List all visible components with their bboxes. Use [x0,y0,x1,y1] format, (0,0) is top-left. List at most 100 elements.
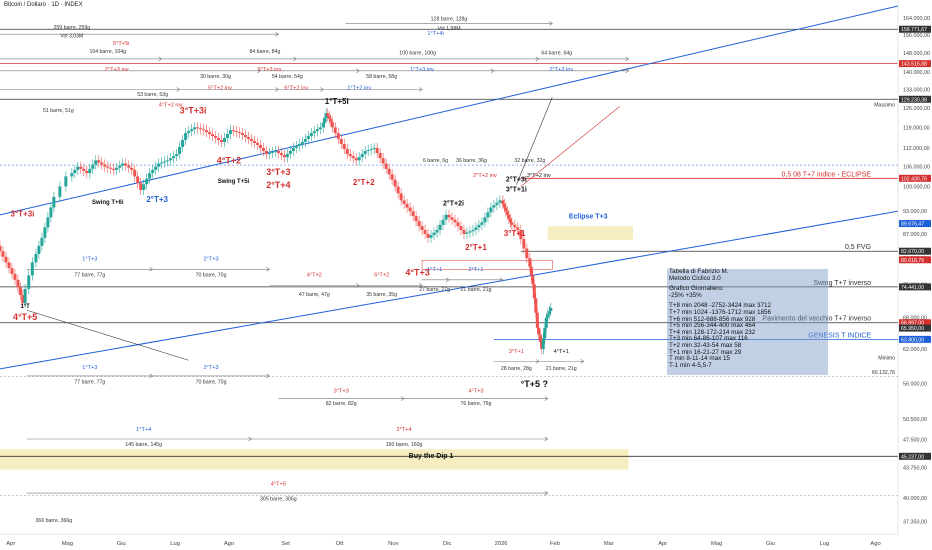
cycle-label-26: 4°T+5 [271,482,286,488]
candle-body [267,153,271,155]
candle-body [169,158,173,161]
candle-body [393,179,397,187]
y-tick-4: 133.000,00 [903,87,930,93]
candle-body [130,167,134,170]
candle-body [85,170,89,174]
span-arrow-head-5 [625,56,630,62]
x-tick-8: Dic [443,541,451,547]
level-label-7: GENESIS T INDICE [808,332,871,339]
candle-body [121,163,125,166]
candle-body [420,226,424,230]
candle-body [537,327,541,335]
cycle-label-15: 5°T+2 [374,273,389,279]
candle-body [441,219,445,225]
x-tick-12: Apr [658,541,667,547]
span-label-22: 77 barre, 77g [74,380,105,386]
annotation-15: 2°T+3i [506,175,527,183]
candle-body [351,156,355,159]
candle-body [360,154,364,158]
price-badge-4: 89.676,47 [901,222,924,228]
span-arrow-head-27 [544,436,549,442]
price-badge-5: 82.670,00 [901,249,924,255]
candle-body [508,218,512,223]
cycle-label-21: 4°T+1 [554,349,569,355]
y-tick-2: 148.000,00 [903,51,930,57]
range-box [421,260,553,270]
cycle-label-17: 2°T+1 [468,267,483,273]
span-label-23: 70 barre, 70g [196,380,227,386]
candle-body [124,163,128,166]
price-badge-1: 143.516,88 [901,62,927,68]
price-badge-bg-10 [899,335,931,343]
candle-body [471,229,475,232]
level-label-3: 0,5 08 T+7 indice - ECLIPSE [781,171,871,178]
span-label-0: 128 barre, 128g [431,16,468,22]
x-tick-5: Set [281,541,290,547]
price-badge-bg-11 [899,452,931,460]
candle-body [432,232,436,236]
price-badge-9: 65.950,00 [901,326,924,332]
cycle-label-19: 2°T+3 [203,365,218,371]
candle-body [193,127,197,130]
price-badge-3: 102.430,76 [901,176,927,182]
candle-body [411,211,415,217]
candle-body [184,133,188,140]
annotation-7: Swing T+5i [218,179,250,185]
span-label-8: 30 barre, 30g [200,74,231,80]
candle-body [58,186,62,197]
candle-body [91,164,95,169]
candle-body [160,162,164,164]
candle-body [199,128,203,130]
cycle-label-2: 2°T+3 inv [105,67,129,73]
span-label-6: 100 barre, 100g [399,50,436,56]
annotation-labels: 0,5 08 T+7 indice - ECLIPSE 0,5 FVG Swing … [11,16,896,524]
cycle-label-3: 3°T+3 inv [257,67,281,73]
span-label-26: 82 barre, 82g [326,401,357,407]
candle-body [46,217,50,228]
annotation-16: 3°T+1i [506,186,527,194]
annotation-11: 2°T+2 [353,178,375,187]
candle-body [73,169,77,174]
candle-body [112,168,116,170]
y-tick-18: 47.500,00 [903,438,927,444]
span-label-2: 259 barre, 259g [54,25,91,31]
info-line: T+3 min 64-86-107 max 116 [669,335,748,343]
span-arrow-head-9 [625,68,630,74]
price-badge-11: 45.237,00 [901,454,924,460]
y-tick-7: 112.000,00 [903,146,930,152]
time-axis: Apr Mag Giu Lug Ago Set Ott Nov Dic 2026 Feb Mar Apr… [0,533,898,547]
candle-body [354,158,358,161]
span-arrow-head-21 [266,373,270,379]
candle-body [544,317,548,328]
cycle-label-4: 1°T+3 inv [410,67,434,73]
candle-body [402,200,406,204]
candle-body [538,334,542,342]
right-label-2: 60.132,76 [872,370,895,376]
candle-body [329,118,333,122]
candle-body [145,178,149,185]
candle-body [273,150,277,153]
candle-body [288,150,292,155]
candle-body [97,160,101,163]
span-label-11: 53 barre, 53g [137,92,168,98]
annotation-8: 3°T+3 [266,167,290,177]
span-arrow-head-23 [580,359,585,364]
cycle-span-arrows [0,21,630,496]
candle-body [297,143,301,146]
candle-body [318,127,322,130]
price-badge-10: 63.800,00 [901,337,924,343]
candle-body [333,127,337,134]
x-tick-11: Mar [604,541,614,547]
candle-body [396,186,400,194]
candle-body [369,148,373,150]
cycle-label-20: 3°T+1 [509,349,524,355]
candle-body [294,145,298,148]
span-label-9: 54 barre, 54g [272,74,303,80]
price-axis: 164.000,00 156.000,00 148.000,00 140.000,00… [897,0,932,550]
candle-body [534,298,538,313]
span-arrow-head-1 [275,31,279,37]
candle-body [375,147,379,154]
x-tick-2: Giu [117,541,126,547]
y-tick-21: 37.350,00 [903,519,927,525]
